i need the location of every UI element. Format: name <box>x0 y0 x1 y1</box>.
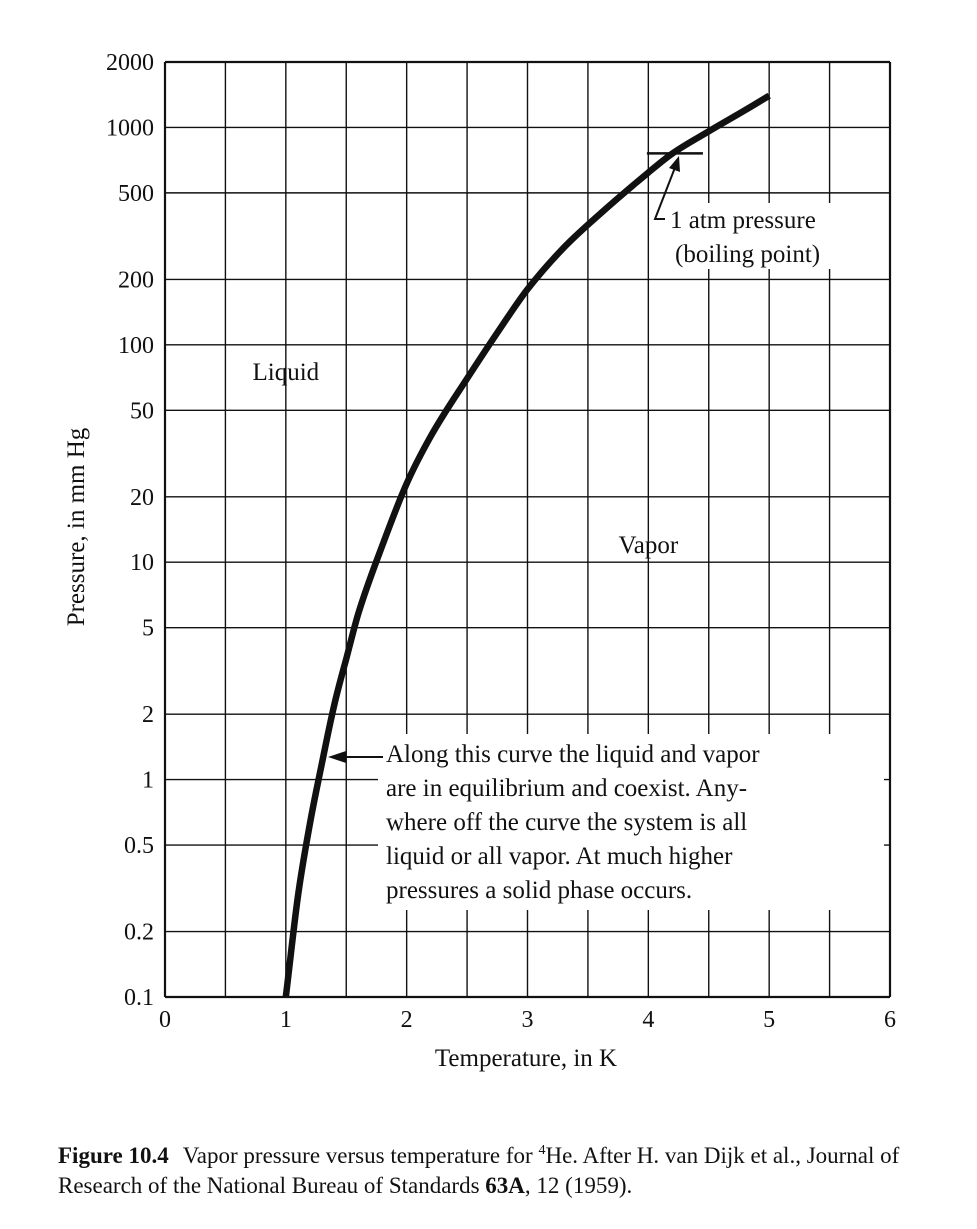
boiling-annotation-backing <box>652 203 857 269</box>
y-tick-label: 0.1 <box>124 985 154 1011</box>
boiling-annotation-leader <box>653 164 677 220</box>
y-tick-label: 0.2 <box>124 920 154 946</box>
vapor-pressure-chart: 0.1 0.2 0.5 1 2 5 10 20 50 100 200 500 1000 2000 0 1 2 3 4… <box>63 50 896 1072</box>
x-tick-label: 5 <box>763 1007 775 1033</box>
y-tick-label: 2 <box>142 702 154 728</box>
figure-caption: Figure 10.4 Vapor pressure versus tempera… <box>58 1141 938 1201</box>
x-tick-label: 1 <box>280 1007 292 1033</box>
curve-annotation-line-3: where off the curve the system is all <box>386 809 747 836</box>
x-tick-label: 0 <box>159 1007 171 1033</box>
curve-annotation-line-2: are in equilibrium and coexist. Any- <box>386 775 747 802</box>
y-tick-label: 0.5 <box>124 833 154 859</box>
x-tick-label: 6 <box>884 1007 896 1033</box>
y-tick-label: 5 <box>142 616 154 642</box>
y-tick-label: 50 <box>130 398 154 424</box>
caption-text-a: Vapor pressure versus temperature for <box>182 1143 539 1168</box>
curve-annotation-line-4: liquid or all vapor. At much higher <box>386 843 733 870</box>
boiling-annotation-line-1: 1 atm pressure <box>670 207 816 234</box>
curve-annotation-backing <box>378 734 884 910</box>
curve-annotation-arrowhead <box>328 751 346 763</box>
curve-annotation-line-5: pressures a solid phase occurs. <box>386 877 692 904</box>
liquid-region-label: Liquid <box>252 359 319 386</box>
curve-annotation: Along this curve the liquid and vapor ar… <box>386 741 760 904</box>
journal-volume: 63A <box>485 1173 525 1198</box>
caption-text-b: He. After H. van Dijk et al., Journal of… <box>58 1143 900 1198</box>
curve-annotation-line-1: Along this curve the liquid and vapor <box>386 741 760 768</box>
figure-number: Figure 10.4 <box>58 1143 169 1168</box>
x-axis-title: Temperature, in K <box>435 1045 617 1072</box>
boiling-annotation-arrowhead <box>669 156 680 172</box>
y-tick-label: 1 <box>142 768 154 794</box>
isotope-mass-number: 4 <box>538 1143 546 1158</box>
x-tick-label: 2 <box>401 1007 413 1033</box>
y-axis-title: Pressure, in mm Hg <box>63 427 90 626</box>
x-tick-label: 4 <box>642 1007 654 1033</box>
x-tick-label: 3 <box>522 1007 534 1033</box>
y-tick-label: 10 <box>130 550 154 576</box>
y-tick-label: 2000 <box>106 50 154 76</box>
tick-labels: 0.1 0.2 0.5 1 2 5 10 20 50 100 200 500 1000 2000 0 1 2 3 4… <box>106 50 896 1033</box>
y-tick-label: 500 <box>118 181 154 207</box>
y-tick-label: 20 <box>130 485 154 511</box>
caption-text-c: , 12 (1959). <box>524 1173 633 1198</box>
vapor-region-label: Vapor <box>618 532 678 559</box>
y-tick-label: 200 <box>118 267 154 293</box>
curve-layer <box>282 92 771 998</box>
y-tick-label: 100 <box>118 333 154 359</box>
vapor-pressure-curve <box>282 92 771 998</box>
y-tick-label: 1000 <box>106 115 154 141</box>
boiling-annotation-line-2: (boiling point) <box>675 241 820 268</box>
annotation-lines <box>328 156 884 910</box>
